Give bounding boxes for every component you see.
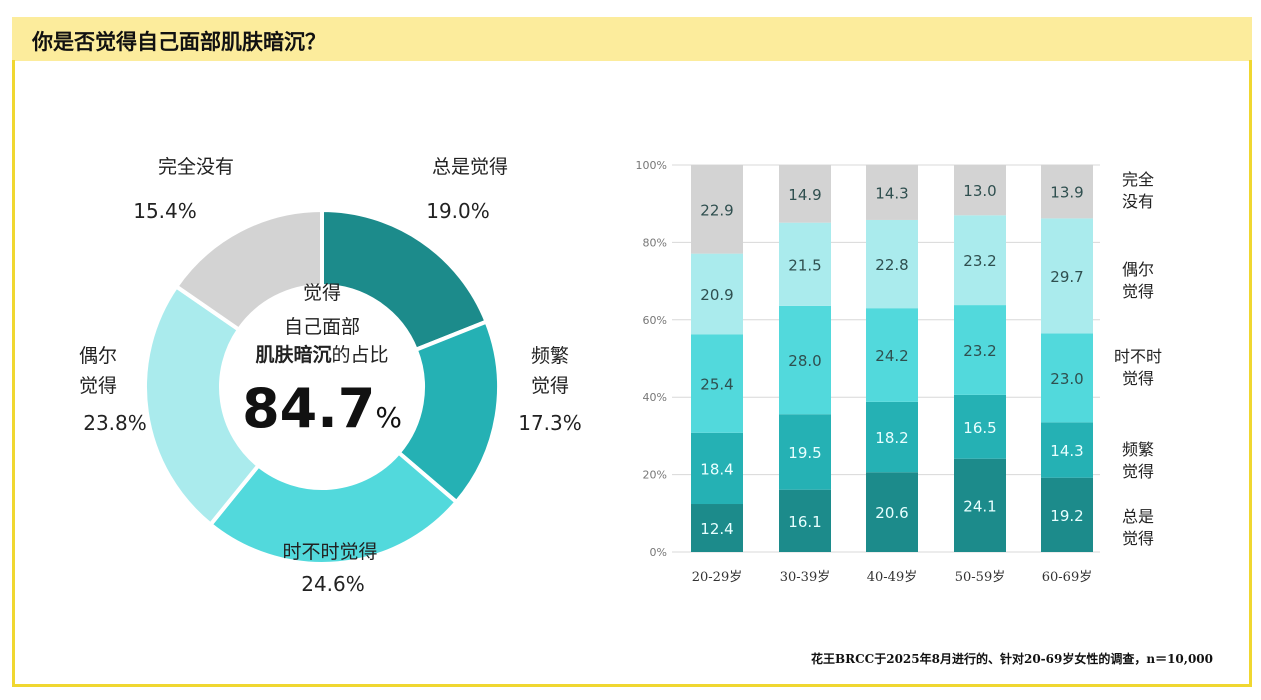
data-label: 20.6	[875, 504, 908, 522]
data-label: 13.9	[1050, 184, 1083, 202]
slice-value: 17.3%	[518, 411, 582, 435]
legend-label: 没有	[1122, 192, 1154, 211]
data-label: 25.4	[700, 376, 733, 394]
data-label: 20.9	[700, 286, 733, 304]
bar-segment	[691, 165, 743, 254]
data-label: 23.0	[1050, 370, 1083, 388]
legend-label: 偶尔	[1122, 260, 1154, 279]
center-value-number: 84.7	[242, 377, 375, 440]
data-label: 24.2	[875, 347, 908, 365]
slice-value: 19.0%	[426, 199, 490, 223]
bar-segment	[954, 394, 1006, 459]
bar-segment	[954, 215, 1006, 306]
page-title: 你是否觉得自己面部肌肤暗沉？	[32, 29, 326, 54]
donut-slice	[143, 283, 262, 528]
data-label: 24.1	[963, 497, 996, 515]
bar-segment	[1041, 333, 1093, 423]
data-label: 14.3	[1050, 442, 1083, 460]
legend-label: 觉得	[1122, 282, 1154, 301]
center-value-unit: %	[375, 401, 402, 434]
bar-segment	[954, 458, 1006, 552]
slice-label: 时不时觉得	[282, 541, 377, 563]
legend-label: 觉得	[1122, 369, 1154, 388]
data-label: 29.7	[1050, 268, 1083, 286]
x-tick-label: 60-69岁	[1042, 570, 1092, 585]
bar-segment	[691, 432, 743, 505]
title-bar: 你是否觉得自己面部肌肤暗沉？	[12, 17, 1252, 61]
slice-label-frequent: 频繁觉得	[530, 345, 569, 397]
slice-label-occasional: 偶尔觉得	[78, 345, 117, 397]
bar-segment	[866, 401, 918, 473]
bar-segment	[954, 165, 1006, 216]
y-tick-label: 80%	[643, 236, 667, 249]
bar-segment	[866, 219, 918, 309]
legend-label: 觉得	[1122, 462, 1154, 481]
data-label: 13.0	[963, 182, 996, 200]
chart-frame	[12, 60, 1252, 687]
x-tick-label: 40-49岁	[867, 570, 917, 585]
bar-segment	[691, 253, 743, 335]
data-label: 23.2	[963, 342, 996, 360]
slice-label: 总是觉得	[432, 156, 508, 178]
legend-label: 时不时	[1114, 347, 1162, 366]
bar-segment	[866, 164, 918, 220]
bar-segment	[1041, 422, 1093, 478]
center-text-rest: 的占比	[332, 344, 389, 366]
x-tick-label: 30-39岁	[780, 570, 830, 585]
bar-segment	[779, 305, 831, 415]
y-tick-label: 60%	[643, 314, 667, 327]
data-label: 18.4	[700, 460, 733, 478]
bar-segment	[1041, 477, 1093, 552]
data-label: 14.9	[788, 186, 821, 204]
center-value: 84.7%	[242, 377, 402, 440]
bar-segment	[866, 308, 918, 402]
legend-label: 觉得	[1122, 529, 1154, 548]
data-label: 12.4	[700, 520, 733, 538]
data-label: 22.8	[875, 256, 908, 274]
legend-label: 总是	[1122, 507, 1154, 526]
bar-segment	[1041, 218, 1093, 334]
y-tick-label: 100%	[636, 159, 667, 172]
bar-segment	[1041, 164, 1093, 219]
center-text-line1: 觉得	[303, 282, 341, 304]
bar-segment	[954, 305, 1006, 395]
bar-segment	[691, 504, 743, 552]
data-label: 18.2	[875, 429, 908, 447]
source-note: 花王BRCC于2025年8月进行的、针对20-69岁女性的调查，n＝10,000	[811, 652, 1213, 666]
data-label: 22.9	[700, 201, 733, 219]
data-label: 19.5	[788, 444, 821, 462]
center-text-line3: 肌肤暗沉的占比	[255, 343, 388, 366]
slice-value: 15.4%	[133, 199, 197, 223]
bar-segment	[779, 489, 831, 552]
donut-slice	[207, 449, 460, 566]
y-tick-label: 40%	[643, 391, 667, 404]
y-tick-label: 20%	[643, 469, 667, 482]
data-label: 21.5	[788, 256, 821, 274]
bar-segment	[866, 472, 918, 552]
x-tick-label: 20-29岁	[692, 570, 742, 585]
bar-segment	[779, 414, 831, 490]
slice-value: 23.8%	[83, 411, 147, 435]
center-text-line2: 自己面部	[284, 316, 360, 338]
slice-label: 完全没有	[158, 156, 234, 178]
data-label: 28.0	[788, 352, 821, 370]
center-text-bold: 肌肤暗沉	[255, 343, 331, 366]
bar-segment	[779, 165, 831, 223]
data-label: 16.1	[788, 513, 821, 531]
data-label: 14.3	[875, 184, 908, 202]
data-label: 23.2	[963, 252, 996, 270]
x-tick-label: 50-59岁	[955, 570, 1005, 585]
y-tick-label: 0%	[650, 546, 667, 559]
slice-value: 24.6%	[301, 572, 365, 596]
bar-segment	[691, 334, 743, 433]
donut-slice	[173, 207, 324, 333]
bar-segment	[779, 222, 831, 306]
legend-label: 频繁	[1122, 440, 1154, 459]
legend-label: 完全	[1122, 170, 1154, 189]
data-label: 16.5	[963, 419, 996, 437]
data-label: 19.2	[1050, 507, 1083, 525]
donut-slice	[320, 207, 490, 353]
